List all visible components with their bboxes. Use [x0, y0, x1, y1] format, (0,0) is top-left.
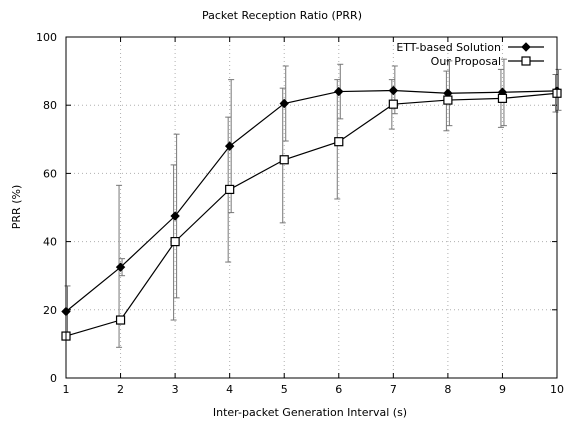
x-tick-label: 5	[281, 383, 288, 396]
data-point	[334, 137, 344, 147]
x-tick-label: 4	[226, 383, 233, 396]
series-line	[65, 92, 558, 337]
data-point	[170, 237, 180, 247]
x-tick-label: 1	[63, 383, 70, 396]
data-point	[388, 85, 399, 96]
data-point	[443, 95, 453, 105]
legend-marker	[521, 42, 531, 52]
data-point	[225, 184, 235, 195]
x-tick-label: 7	[390, 383, 397, 396]
x-tick-label: 3	[172, 383, 179, 396]
data-point	[388, 99, 398, 109]
data-point	[279, 155, 289, 165]
x-tick-label: 6	[335, 383, 342, 396]
data-point	[115, 262, 126, 272]
grid-lines	[66, 37, 557, 378]
plot-frame	[65, 36, 558, 379]
data-point	[279, 98, 289, 109]
x-tick-label: 2	[117, 383, 124, 396]
y-tick-label: 20	[43, 304, 57, 317]
legend-label: Our Proposal	[431, 55, 501, 68]
x-tick-label: 10	[550, 383, 564, 396]
chart-title: Packet Reception Ratio (PRR)	[202, 9, 362, 22]
series-line	[65, 89, 558, 312]
data-point	[115, 315, 126, 325]
series-lines	[65, 89, 558, 337]
x-tick-label: 9	[499, 383, 506, 396]
series-markers	[61, 85, 562, 341]
legend-marker	[521, 56, 531, 66]
y-axis-label: PRR (%)	[10, 185, 23, 229]
data-point	[497, 93, 508, 103]
data-point	[334, 86, 344, 97]
data-point	[170, 211, 180, 221]
y-tick-label: 40	[43, 236, 57, 249]
legend-label: ETT-based Solution	[396, 41, 501, 54]
x-tick-label: 8	[444, 383, 451, 396]
x-axis-label: Inter-packet Generation Interval (s)	[213, 406, 407, 419]
y-tick-label: 60	[43, 167, 57, 180]
error-bars	[64, 58, 562, 348]
data-point	[224, 141, 235, 151]
y-tick-label: 0	[50, 372, 57, 385]
y-tick-label: 100	[36, 31, 57, 44]
y-tick-label: 80	[43, 99, 57, 112]
